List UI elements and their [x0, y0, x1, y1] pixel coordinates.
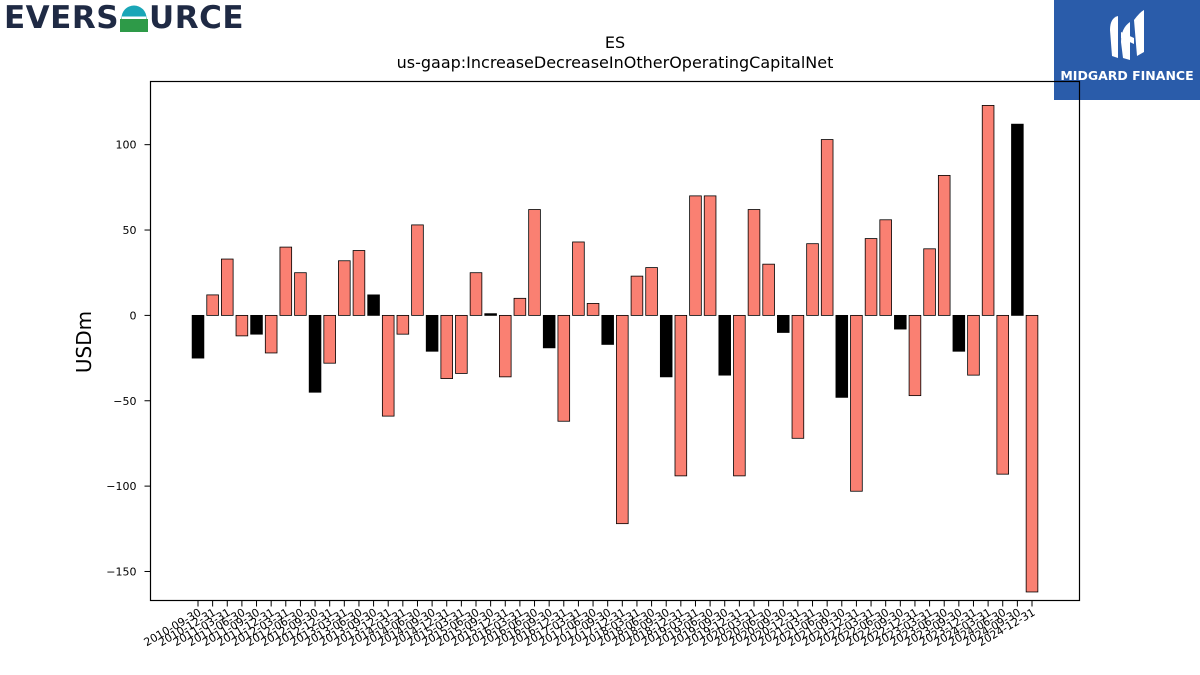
- y-tick-label: −50: [113, 395, 136, 408]
- y-tick-label: −100: [106, 480, 136, 493]
- bar-2011-12-31: [264, 314, 278, 354]
- bar-series: [191, 105, 1039, 593]
- bar-2019-12-31: [733, 314, 746, 477]
- y-axis-ticks: 100 50 0 −50 −100 −150: [106, 139, 151, 578]
- bar-2015-03-31: [455, 314, 468, 374]
- bar-2022-12-31: [908, 314, 922, 397]
- bar-2020-03-31: [747, 209, 761, 316]
- bar-2013-12-31: [381, 314, 395, 417]
- bar-2024-03-31: [981, 105, 995, 316]
- bar-2018-09-30: [659, 314, 673, 378]
- bar-2020-06-30: [762, 263, 775, 316]
- bar-2018-03-31: [630, 275, 644, 316]
- bar-2012-03-31: [279, 246, 293, 316]
- bar-2022-03-31: [864, 238, 878, 316]
- bar-2011-09-30: [250, 314, 263, 335]
- bar-2014-12-31: [440, 314, 453, 379]
- bar-2019-09-30: [718, 314, 731, 376]
- bar-2024-09-30: [1011, 123, 1024, 316]
- bar-2021-09-30: [835, 314, 849, 398]
- bar-2022-06-30: [879, 219, 892, 316]
- midgard-finance-logo: MIDGARD FINANCE: [1054, 0, 1200, 100]
- bar-2011-06-30: [235, 314, 249, 337]
- y-tick-label: 50: [123, 224, 137, 237]
- bar-2010-09-30: [191, 314, 205, 359]
- bar-2016-12-31: [557, 314, 571, 422]
- bar-2018-06-30: [645, 267, 658, 316]
- bar-2010-12-31: [206, 294, 219, 316]
- bar-2017-03-31: [572, 241, 585, 316]
- logo-text-part-1: EVERS: [4, 0, 120, 36]
- bar-2011-03-31: [221, 258, 234, 316]
- midgard-finance-name: MIDGARD FINANCE: [1060, 68, 1194, 83]
- bar-2013-06-30: [352, 250, 366, 316]
- bar-2012-09-30: [308, 314, 322, 393]
- bar-2013-03-31: [338, 260, 351, 316]
- bar-2023-12-31: [967, 314, 980, 376]
- bar-2014-06-30: [411, 224, 424, 316]
- bar-2024-06-30: [996, 314, 1009, 475]
- y-tick-label: −150: [106, 565, 136, 578]
- y-tick-label: 100: [116, 139, 137, 152]
- bar-2020-09-30: [777, 314, 790, 333]
- chart-title: ES: [605, 33, 625, 52]
- bar-2015-09-30: [484, 313, 497, 316]
- bar-2019-06-30: [703, 195, 717, 316]
- bar-2016-09-30: [542, 314, 556, 349]
- logo-text-part-2: URCE: [149, 0, 245, 36]
- bar-2014-09-30: [425, 314, 439, 352]
- bar-2015-12-31: [499, 314, 512, 378]
- bar-2013-09-30: [367, 294, 380, 316]
- bar-2016-03-31: [513, 297, 527, 316]
- bar-2023-06-30: [937, 174, 951, 316]
- bar-2015-06-30: [469, 272, 483, 316]
- bar-2017-06-30: [586, 303, 600, 316]
- y-axis-label: USDm: [72, 311, 96, 373]
- bar-2021-12-31: [850, 314, 863, 492]
- bar-2021-03-31: [806, 243, 819, 316]
- eversource-logo: EVERS URCE: [4, 0, 244, 36]
- bar-2020-12-31: [791, 314, 805, 439]
- bar-2023-09-30: [952, 314, 966, 352]
- bar-2018-12-31: [674, 314, 688, 477]
- x-axis-ticks: 2010-09-302010-12-312011-03-312011-06-30…: [142, 600, 1038, 649]
- bar-2017-12-31: [616, 314, 629, 525]
- y-tick-label: 0: [130, 309, 137, 322]
- bar-2012-12-31: [323, 314, 336, 364]
- bar-2019-03-31: [689, 195, 702, 316]
- bar-2012-06-30: [294, 272, 307, 316]
- bar-2014-03-31: [396, 314, 410, 335]
- midgard-mark-icon: [1110, 10, 1144, 60]
- plot-frame: [149, 80, 1081, 602]
- eversource-o-icon: [120, 5, 149, 32]
- bar-2023-03-31: [923, 248, 936, 316]
- bar-2024-12-31: [1025, 314, 1039, 593]
- bar-2017-09-30: [601, 314, 614, 345]
- bar-2021-06-30: [820, 139, 834, 316]
- bar-2016-06-30: [528, 209, 541, 316]
- bar-2022-09-30: [894, 314, 907, 330]
- chart-subtitle: us-gaap:IncreaseDecreaseInOtherOperating…: [397, 53, 834, 72]
